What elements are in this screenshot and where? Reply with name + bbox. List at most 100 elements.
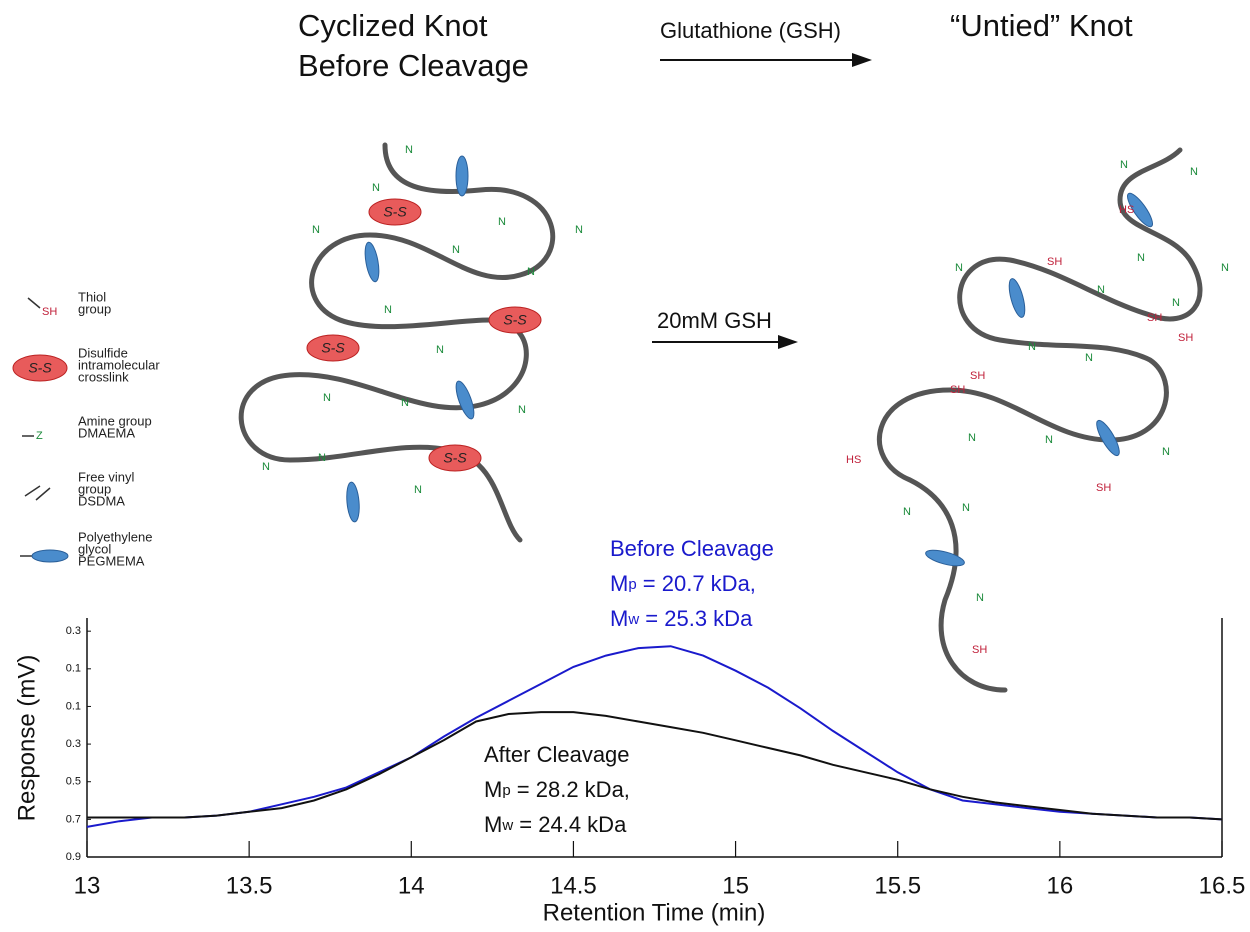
annotation-part: M <box>484 777 502 802</box>
series-line <box>87 711 1223 821</box>
amine-label: N <box>262 461 270 473</box>
x-axis-title: Retention Time (min) <box>543 899 766 926</box>
peg-chain <box>1127 192 1153 228</box>
amine-label: N <box>1221 262 1229 274</box>
annotation-title: After Cleavage <box>484 742 630 767</box>
annotation-line: Mp = 28.2 kDa, <box>484 777 630 802</box>
left-title-line: Cyclized Knot <box>298 8 488 43</box>
thiol-label: SH <box>972 644 987 656</box>
annotation-part: M <box>610 606 628 631</box>
disulfide-label: S-S <box>443 450 467 466</box>
annotation-title: Before Cleavage <box>610 536 774 561</box>
x-tick-label: 14.5 <box>550 872 597 899</box>
annotation-part: = 24.4 kDa <box>513 812 627 837</box>
peg-chain <box>364 241 380 283</box>
legend-label: Free vinyl <box>78 469 134 484</box>
peg-chain <box>925 549 965 567</box>
thiol-label: SH <box>1178 332 1193 344</box>
y-tick-label: 0.1 <box>66 700 81 712</box>
annotation-line: Mw = 25.3 kDa <box>610 606 753 631</box>
amine-label: N <box>401 397 409 409</box>
thiol-label: SH <box>950 384 965 396</box>
x-tick-label: 13.5 <box>226 872 273 899</box>
disulfide-label: S-S <box>503 312 527 328</box>
legend-label: Polyethylene <box>78 529 152 544</box>
y-tick-label: 0.5 <box>66 776 81 788</box>
annotation-part: M <box>484 812 502 837</box>
y-tick-label: 0.1 <box>66 663 81 675</box>
legend-label: Amine group <box>78 413 152 428</box>
series-line <box>86 645 1223 828</box>
legend-label: crosslink <box>78 369 129 384</box>
legend-label: group <box>78 301 111 316</box>
amine-label: N <box>1172 297 1180 309</box>
annotation-subscript: w <box>627 611 639 628</box>
step-label: 20mM GSH <box>657 308 772 333</box>
amine-label: N <box>1045 434 1053 446</box>
annotation-part: = 25.3 kDa <box>639 606 753 631</box>
thiol-label: HS <box>1119 204 1134 216</box>
disulfide-crosslink <box>488 306 542 334</box>
legend-icon <box>24 485 51 501</box>
amine-label: N <box>1190 166 1198 178</box>
legend-icon <box>12 354 68 382</box>
legend-icon-text: Z <box>36 430 43 442</box>
amine-label: N <box>318 452 326 464</box>
annotation-part: = 28.2 kDa, <box>511 777 630 802</box>
peg-chain <box>455 380 475 420</box>
amine-label: N <box>498 216 506 228</box>
x-tick-label: 13 <box>74 872 101 899</box>
amine-label: N <box>312 224 320 236</box>
x-tick-label: 16.5 <box>1199 872 1246 899</box>
amine-label: N <box>976 592 984 604</box>
amine-label: N <box>968 432 976 444</box>
amine-label: N <box>962 502 970 514</box>
untied-knot <box>876 147 1203 693</box>
y-tick-label: 0.9 <box>66 851 81 863</box>
peg-chain <box>1008 278 1026 318</box>
amine-label: N <box>384 304 392 316</box>
amine-label: N <box>518 404 526 416</box>
legend-label: Disulfide <box>78 345 128 360</box>
disulfide-label: S-S <box>321 340 345 356</box>
amine-label: N <box>1162 446 1170 458</box>
amine-label: N <box>323 392 331 404</box>
y-tick-label: 0.3 <box>66 738 81 750</box>
amine-label: N <box>414 484 422 496</box>
arrow-head <box>852 53 872 67</box>
annotation-part: = 20.7 kDa, <box>637 571 756 596</box>
amine-label: N <box>903 506 911 518</box>
left-title-line: Before Cleavage <box>298 48 529 83</box>
disulfide-crosslink <box>306 334 360 362</box>
amine-label: N <box>372 182 380 194</box>
amine-label: N <box>1137 252 1145 264</box>
thiol-label: SH <box>1096 482 1111 494</box>
y-tick-label: 0.7 <box>66 813 81 825</box>
amine-label: N <box>452 244 460 256</box>
chart: Retention Time (min) Response (mV) 13 13.… <box>13 536 1245 927</box>
arrow-head <box>778 335 798 349</box>
legend-label: group <box>78 481 111 496</box>
annotation-subscript: w <box>501 817 513 834</box>
legend: SH S-S Z <box>12 297 69 563</box>
legend-label: DSDMA <box>78 493 125 508</box>
amine-label: N <box>527 266 535 278</box>
legend-label: PEGMEMA <box>78 553 145 568</box>
annotation-subscript: p <box>502 782 510 799</box>
legend-label: DMAEMA <box>78 425 135 440</box>
amine-label: N <box>436 344 444 356</box>
legend-label: Thiol <box>78 289 106 304</box>
amine-label: N <box>575 224 583 236</box>
legend-icon <box>31 549 69 563</box>
disulfide-crosslink <box>428 444 482 472</box>
disulfide-crosslink <box>368 198 422 226</box>
legend-icon-text: S-S <box>28 360 52 376</box>
reaction-label: Glutathione (GSH) <box>660 18 841 43</box>
legend-icon <box>27 297 41 309</box>
peg-chain <box>1096 419 1120 457</box>
y-axis-title: Response (mV) <box>13 655 40 822</box>
legend-label: glycol <box>78 541 111 556</box>
peg-chain <box>346 481 360 523</box>
amine-label: N <box>405 144 413 156</box>
